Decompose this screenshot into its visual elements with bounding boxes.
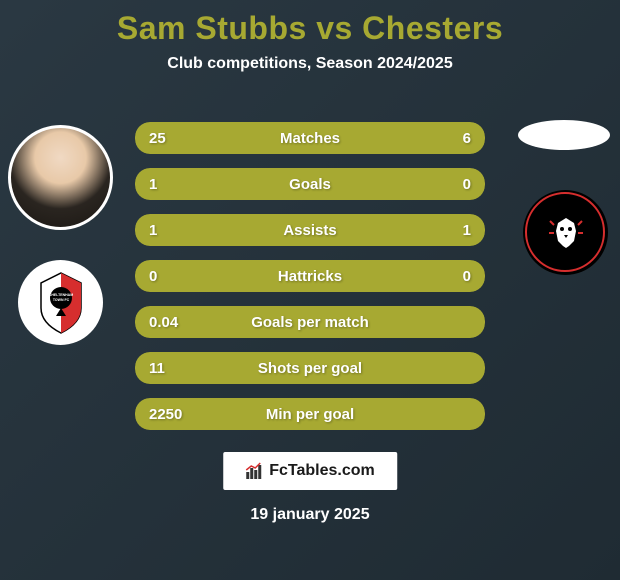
brand-badge: FcTables.com: [223, 452, 397, 490]
stat-label: Min per goal: [135, 406, 485, 423]
club-badge-salford: [523, 190, 608, 275]
comparison-subtitle: Club competitions, Season 2024/2025: [0, 55, 620, 73]
stat-row: 0.04Goals per match: [135, 306, 485, 338]
stat-row: 25Matches6: [135, 122, 485, 154]
stat-value-right: 1: [463, 222, 471, 239]
left-player-column: CHELTENHAM TOWN FC: [8, 125, 113, 345]
stat-label: Hattricks: [135, 268, 485, 285]
player-photo-right: [518, 120, 610, 150]
stat-row: 1Goals0: [135, 168, 485, 200]
club-badge-cheltenham: CHELTENHAM TOWN FC: [18, 260, 103, 345]
player-photo-left: [8, 125, 113, 230]
stat-row: 1Assists1: [135, 214, 485, 246]
stat-label: Goals per match: [135, 314, 485, 331]
stat-row: 2250Min per goal: [135, 398, 485, 430]
svg-text:TOWN FC: TOWN FC: [52, 298, 69, 302]
stat-row: 0Hattricks0: [135, 260, 485, 292]
right-player-column: [518, 120, 610, 275]
stat-row: 11Shots per goal: [135, 352, 485, 384]
stats-container: 25Matches61Goals01Assists10Hattricks00.0…: [135, 122, 485, 444]
brand-text: FcTables.com: [269, 462, 375, 480]
stat-value-right: 0: [463, 268, 471, 285]
footer-date: 19 january 2025: [0, 506, 620, 524]
svg-text:CHELTENHAM: CHELTENHAM: [48, 293, 72, 297]
stat-value-right: 0: [463, 176, 471, 193]
stat-label: Assists: [135, 222, 485, 239]
chart-icon: [245, 462, 263, 480]
comparison-title: Sam Stubbs vs Chesters: [0, 0, 620, 47]
stat-value-right: 6: [463, 130, 471, 147]
stat-label: Matches: [135, 130, 485, 147]
stat-label: Shots per goal: [135, 360, 485, 377]
stat-label: Goals: [135, 176, 485, 193]
